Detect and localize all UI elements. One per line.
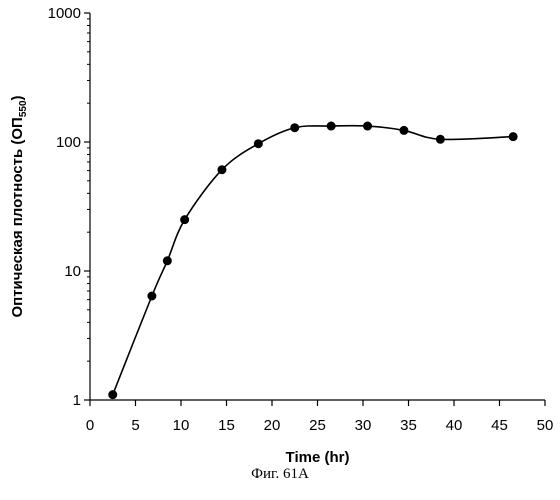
data-point [254, 139, 263, 148]
y-axis-title-subscript: 550 [18, 100, 29, 117]
y-tick-label: 1000 [48, 5, 81, 22]
x-tick-label: 50 [537, 417, 554, 434]
y-axis-title-main: Оптическая плотность (ОП [9, 117, 26, 317]
y-axis-title: Оптическая плотность (ОП550) [9, 95, 29, 317]
x-tick-label: 15 [218, 417, 235, 434]
x-tick-label: 20 [264, 417, 281, 434]
x-tick-label: 0 [86, 417, 94, 434]
x-tick-label: 25 [309, 417, 326, 434]
x-axis-title: Time (hr) [286, 449, 350, 466]
data-point [290, 123, 299, 132]
x-tick-label: 30 [355, 417, 372, 434]
data-point [180, 215, 189, 224]
data-point [327, 122, 336, 131]
plot-area: 0 5 10 15 20 25 30 35 40 45 50 1 10 100 1000 [48, 5, 554, 434]
data-point [509, 132, 518, 141]
data-point [108, 390, 117, 399]
data-point [217, 165, 226, 174]
x-tick-label: 35 [400, 417, 417, 434]
data-point [399, 126, 408, 135]
series-line [113, 126, 513, 395]
data-point [147, 292, 156, 301]
data-point [436, 135, 445, 144]
y-tick-label: 100 [56, 134, 81, 151]
data-point [163, 256, 172, 265]
series-points [108, 122, 517, 400]
figure-caption: Фиг. 61A [0, 466, 560, 483]
y-tick-label: 1 [73, 392, 81, 409]
x-tick-label: 45 [491, 417, 508, 434]
y-axis-ticks: 1 10 100 1000 [48, 5, 90, 409]
y-tick-label: 10 [64, 263, 81, 280]
data-point [363, 122, 372, 131]
x-axis-ticks: 0 5 10 15 20 25 30 35 40 45 50 [86, 400, 554, 434]
x-tick-label: 10 [173, 417, 190, 434]
x-tick-label: 40 [446, 417, 463, 434]
y-axis-title-close: ) [9, 95, 26, 100]
x-tick-label: 5 [131, 417, 139, 434]
